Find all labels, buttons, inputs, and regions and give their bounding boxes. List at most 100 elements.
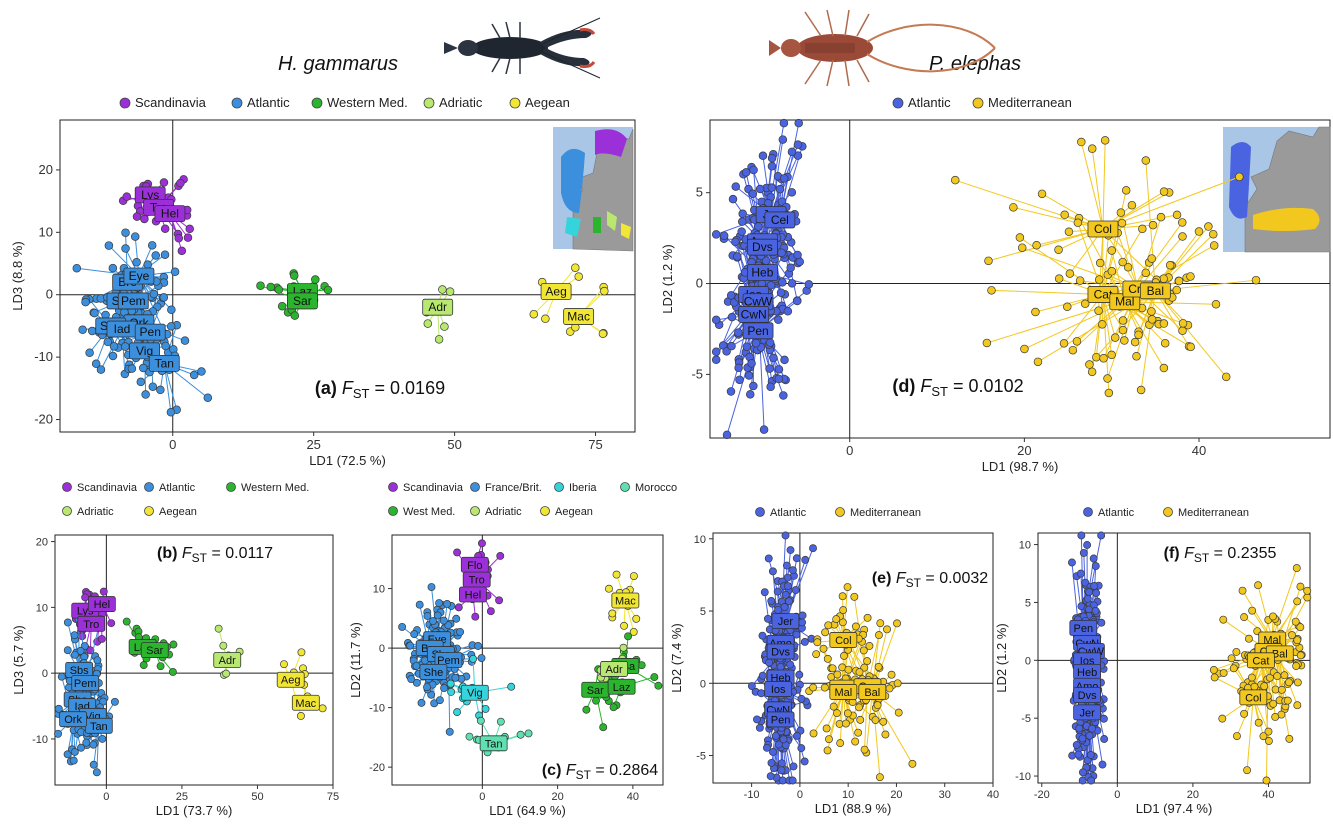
y-tick-label: -10 — [32, 734, 48, 746]
panel-e: Atlantic Mediterranean-10 0 10 20 30 40-50510L… — [669, 507, 999, 816]
legend-marker — [226, 482, 236, 492]
data-point — [417, 698, 426, 707]
legend-marker — [972, 97, 984, 109]
y-tick-label: 0 — [46, 287, 53, 302]
data-point — [1186, 342, 1195, 352]
population-label: Pen — [134, 323, 166, 341]
data-point — [760, 588, 769, 597]
data-point — [1123, 262, 1133, 272]
data-point — [773, 587, 782, 596]
data-point — [1147, 307, 1156, 316]
population-label-text: Lys — [141, 188, 159, 202]
population-label: Mac — [563, 308, 595, 325]
data-point — [151, 251, 160, 260]
data-point — [132, 212, 142, 221]
data-point — [765, 338, 775, 347]
x-tick-label: 10 — [842, 789, 854, 801]
data-point — [719, 231, 729, 240]
population-label-text: Sar — [587, 685, 604, 697]
data-point — [168, 667, 177, 676]
x-tick-label: 0 — [479, 791, 485, 803]
legend-item: Atlantic — [755, 507, 807, 519]
data-point — [1262, 776, 1271, 785]
x-tick-label: 25 — [176, 791, 188, 803]
data-point — [156, 662, 165, 671]
inset-scandinavia-range — [595, 129, 627, 157]
data-point — [1156, 212, 1166, 222]
population-label: Jer — [771, 613, 800, 630]
data-point — [767, 162, 777, 171]
data-point — [427, 583, 436, 591]
population-label: Sar — [287, 292, 318, 310]
data-point — [829, 702, 838, 711]
legend-item: Morocco — [620, 482, 677, 494]
data-point — [851, 622, 860, 631]
data-point — [766, 382, 775, 392]
data-point — [1118, 316, 1128, 325]
data-point — [632, 614, 641, 623]
data-point — [1284, 678, 1293, 687]
data-point — [104, 241, 114, 250]
legend-item: Mediterranean — [835, 507, 921, 519]
data-point — [798, 618, 807, 627]
legend-label: Mediterranean — [988, 95, 1072, 110]
plot-frame — [54, 534, 334, 786]
legend-label: Adriatic — [77, 506, 114, 518]
y-tick-label: 20 — [39, 162, 53, 177]
population-label: Pen — [742, 322, 774, 340]
data-point — [1094, 306, 1103, 315]
population-label: Mal — [1109, 293, 1141, 311]
y-tick-label: 20 — [36, 537, 48, 549]
data-point — [1172, 285, 1182, 295]
data-point — [787, 188, 797, 197]
legend-marker — [144, 482, 154, 492]
data-point — [856, 715, 865, 724]
population-label-text: Pen — [140, 325, 161, 339]
data-point — [453, 708, 462, 717]
legend-item: Aegean — [540, 506, 593, 518]
data-point — [1072, 337, 1082, 346]
data-point — [222, 669, 231, 678]
data-point — [774, 374, 784, 384]
data-point — [1291, 617, 1300, 626]
data-point — [1085, 731, 1094, 740]
data-point — [166, 322, 176, 331]
data-point — [139, 363, 148, 373]
data-point — [415, 600, 424, 609]
data-point — [1068, 558, 1076, 567]
population-label-text: Pen — [1074, 623, 1094, 635]
population-label-box — [563, 308, 595, 325]
data-point — [1280, 671, 1289, 680]
data-point — [177, 246, 187, 256]
population-label: Sbs — [65, 661, 94, 678]
data-point — [1098, 320, 1107, 329]
data-point — [764, 554, 773, 563]
data-point — [726, 291, 736, 300]
data-point — [1293, 701, 1302, 710]
data-point — [832, 709, 841, 718]
data-point — [1250, 682, 1259, 691]
data-point — [1285, 734, 1294, 743]
data-point — [842, 719, 850, 728]
data-point — [774, 605, 783, 614]
data-point — [279, 660, 288, 669]
y-tick-label: 5 — [696, 185, 703, 200]
data-point — [1159, 363, 1169, 373]
data-point — [836, 739, 845, 748]
data-point — [130, 232, 140, 241]
population-label-text: Sar — [146, 645, 163, 657]
panel-a: Scandinavia Atlantic Western Med. Adriatic A… — [10, 95, 636, 468]
data-point — [127, 364, 137, 373]
data-point — [277, 301, 287, 311]
population-label-text: Jer — [1079, 707, 1095, 719]
data-point — [1031, 307, 1040, 317]
population-label-text: Ork — [64, 714, 82, 726]
legend-item: Atlantic — [1083, 507, 1135, 519]
data-point — [167, 305, 176, 315]
data-point — [311, 275, 320, 284]
inset-adriatic-range — [607, 211, 617, 231]
data-point — [89, 760, 98, 769]
data-point — [1240, 709, 1249, 718]
data-point — [774, 365, 784, 374]
spoke-line — [1024, 301, 1126, 350]
